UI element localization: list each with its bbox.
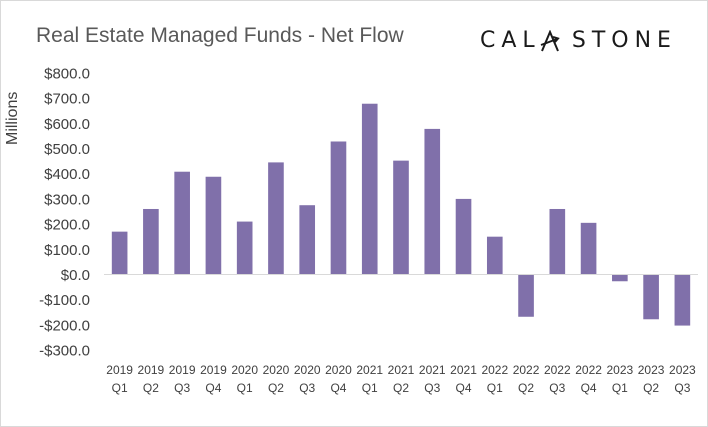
- x-tick-quarter: Q2: [143, 381, 159, 395]
- x-tick-year: 2019: [138, 363, 165, 377]
- x-tick-quarter: Q3: [174, 381, 190, 395]
- y-tick-label: $400.0: [44, 166, 90, 183]
- x-tick-year: 2020: [231, 363, 258, 377]
- x-tick-quarter: Q1: [362, 381, 378, 395]
- bar: [486, 236, 503, 275]
- x-tick-year: 2019: [106, 363, 133, 377]
- x-tick-quarter: Q4: [330, 381, 346, 395]
- calastone-logo: CAL STONE: [480, 28, 677, 53]
- bar: [330, 141, 347, 275]
- x-tick-quarter: Q2: [393, 381, 409, 395]
- bar: [455, 198, 472, 275]
- x-tick-quarter: Q3: [299, 381, 315, 395]
- bar: [268, 162, 284, 275]
- x-tick-quarter: Q4: [581, 381, 597, 395]
- x-tick-year: 2020: [263, 363, 290, 377]
- chart-title: Real Estate Managed Funds - Net Flow: [36, 24, 404, 47]
- y-tick-label: $600.0: [44, 116, 90, 133]
- bar: [111, 231, 128, 275]
- y-tick-label: $300.0: [44, 191, 90, 208]
- x-tick-year: 2023: [638, 363, 665, 377]
- y-tick-label: $0.0: [61, 267, 90, 284]
- x-tick-quarter: Q2: [518, 381, 534, 395]
- y-tick-label: -$300.0: [39, 343, 90, 360]
- x-tick-quarter: Q4: [205, 381, 221, 395]
- y-axis-ticks: $800.0 $700.0 $600.0 $500.0 $400.0 $300.0 $200…: [39, 66, 90, 360]
- bar: [549, 208, 566, 275]
- bar: [174, 171, 190, 275]
- logo-arrow-icon: [540, 30, 560, 52]
- bar: [236, 221, 253, 275]
- x-tick-quarter: Q3: [549, 381, 565, 395]
- y-tick-label: $700.0: [44, 91, 90, 108]
- x-tick-year: 2022: [481, 363, 508, 377]
- x-tick-year: 2021: [356, 363, 383, 377]
- x-tick-year: 2023: [606, 363, 633, 377]
- bar: [580, 222, 597, 275]
- x-tick-quarter: Q2: [643, 381, 659, 395]
- y-tick-label: $800.0: [44, 66, 90, 83]
- bar: [424, 128, 441, 275]
- x-tick-quarter: Q4: [456, 381, 472, 395]
- logo-a-glyph: [540, 28, 572, 53]
- x-tick-year: 2022: [575, 363, 602, 377]
- x-tick-year: 2022: [513, 363, 540, 377]
- x-tick-quarter: Q2: [268, 381, 284, 395]
- x-tick-year: 2021: [388, 363, 415, 377]
- y-tick-label: $100.0: [44, 242, 90, 259]
- x-tick-year: 2021: [419, 363, 446, 377]
- x-tick-quarter: Q1: [112, 381, 128, 395]
- x-tick-year: 2021: [450, 363, 477, 377]
- bar: [674, 274, 691, 326]
- y-tick-label: $200.0: [44, 217, 90, 234]
- bar: [518, 274, 534, 317]
- x-tick-year: 2023: [669, 363, 696, 377]
- x-tick-quarter: Q1: [612, 381, 628, 395]
- y-tick-label: -$100.0: [39, 292, 90, 309]
- bar: [361, 103, 378, 275]
- x-tick-year: 2020: [325, 363, 352, 377]
- bar: [643, 274, 659, 320]
- x-tick-quarter: Q1: [487, 381, 503, 395]
- y-tick-label: -$200.0: [39, 317, 90, 334]
- y-tick-label: $500.0: [44, 141, 90, 158]
- x-axis-ticks: 2019 Q1 2019 Q2 2019 Q3 2019 Q4 2020 Q1 2020 Q2 2020…: [106, 363, 696, 395]
- x-tick-year: 2022: [544, 363, 571, 377]
- bar: [205, 176, 222, 275]
- x-tick-year: 2019: [169, 363, 196, 377]
- bar: [612, 274, 628, 282]
- x-tick-year: 2020: [294, 363, 321, 377]
- x-tick-quarter: Q3: [424, 381, 440, 395]
- x-tick-year: 2019: [200, 363, 227, 377]
- x-tick-quarter: Q1: [237, 381, 253, 395]
- x-tick-quarter: Q3: [674, 381, 690, 395]
- bars: [111, 103, 691, 326]
- bar: [143, 208, 159, 275]
- bar: [299, 205, 316, 275]
- bar: [393, 160, 409, 275]
